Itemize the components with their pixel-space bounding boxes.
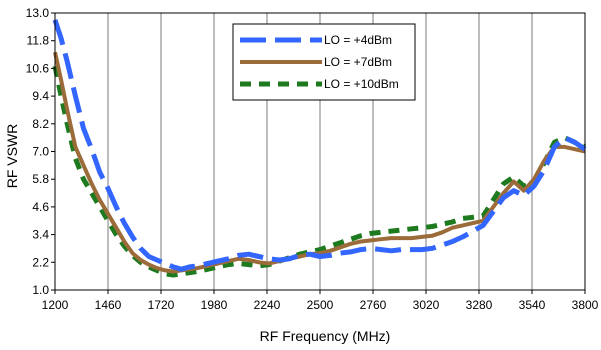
x-tick-label: 3800: [572, 298, 599, 312]
x-tick-label: 1980: [201, 298, 228, 312]
y-tick-label: 13.0: [26, 6, 50, 20]
legend-label-0: LO = +4dBm: [324, 33, 392, 47]
x-axis-title: RF Frequency (MHz): [260, 328, 391, 344]
y-tick-label: 3.4: [32, 228, 49, 242]
y-tick-label: 9.4: [32, 89, 49, 103]
legend: LO = +4dBm LO = +7dBm LO = +10dBm: [232, 23, 416, 101]
series-line-2: [52, 65, 587, 278]
y-tick-label: 10.6: [26, 61, 50, 75]
y-tick-label: 2.2: [32, 255, 49, 269]
x-tick-label: 3280: [466, 298, 493, 312]
legend-label-2: LO = +10dBm: [324, 77, 399, 91]
series-line-1: [53, 51, 586, 274]
x-tick-label: 1720: [148, 298, 175, 312]
x-tick-label: 2240: [254, 298, 281, 312]
x-tick-label: 3540: [519, 298, 546, 312]
y-tick-label: 11.8: [27, 34, 50, 48]
x-tick-label: 2500: [307, 298, 334, 312]
series-line-0: [52, 19, 587, 272]
y-tick-label: 5.8: [32, 172, 49, 186]
x-tick-label: 1200: [42, 298, 69, 312]
y-tick-label: 4.6: [32, 200, 49, 214]
x-tick-label: 3020: [413, 298, 440, 312]
y-axis-title: RF VSWR: [4, 124, 20, 189]
y-tick-label: 1.0: [32, 283, 49, 297]
y-tick-label: 8.2: [32, 117, 49, 131]
x-tick-label: 1460: [95, 298, 122, 312]
x-tick-label: 2760: [360, 298, 387, 312]
legend-label-1: LO = +7dBm: [324, 55, 392, 69]
series-layer: [52, 19, 587, 278]
x-tick-labels: 1200 1460 1720 1980 2240 2500 2760 3020 3280 3540…: [42, 290, 599, 312]
y-tick-label: 7.0: [32, 145, 49, 159]
y-tick-labels: 1.0 2.2 3.4 4.6 5.8 7.0 8.2 9.4 10.6 11.8 13.0: [26, 6, 55, 297]
